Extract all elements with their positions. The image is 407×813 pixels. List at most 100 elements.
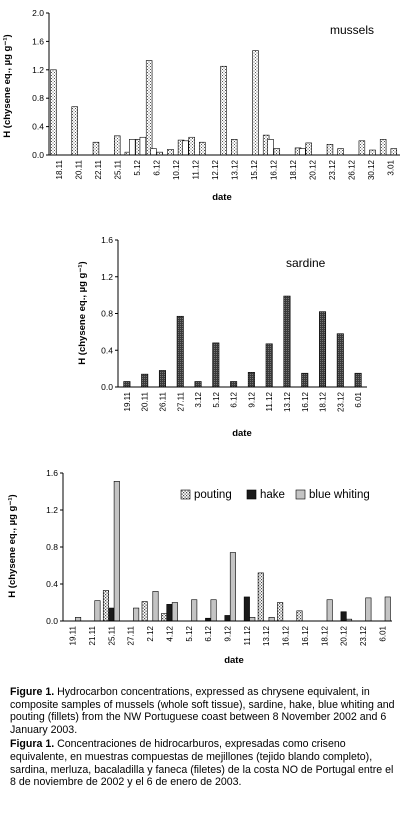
x-tick-label: 13.12: [283, 391, 292, 412]
x-tick-label: 5.12: [212, 391, 221, 407]
x-tick-label: 13.12: [230, 159, 239, 180]
x-tick-label: 25.11: [113, 159, 122, 179]
bar-sardine: [247, 371, 255, 388]
bar-sardine: [123, 381, 131, 388]
bar-hake: [340, 611, 347, 622]
xlabel-text: date: [224, 655, 244, 666]
bar-sardine: [194, 381, 202, 388]
y-tick-label: 1.2: [46, 505, 58, 515]
ylabel-text: H (chysene eq., µg g⁻¹): [7, 494, 18, 597]
figure-charts: H (chysene eq., µg g⁻¹) 0.0 0.4 0.8 1.2 1.6 2…: [2, 8, 400, 666]
x-tick-label: 16.12: [282, 625, 291, 646]
legend-swatch-blue-whiting: [295, 489, 306, 500]
bar-blue-whiting: [133, 607, 140, 622]
x-tick-label: 20.11: [74, 159, 83, 179]
bar-mussels: [305, 142, 312, 156]
bar-mussels: [369, 149, 376, 156]
bar-mussels: [182, 140, 189, 156]
x-tick-label: 20.12: [340, 625, 349, 646]
x-tick-label: 11.12: [243, 625, 252, 645]
legend-swatch-pouting: [180, 489, 191, 500]
caption-english: Figure 1. Hydrocarbon concentrations, ex…: [10, 686, 396, 736]
ylabel-text: H (chysene eq., µg g⁻¹): [77, 261, 88, 364]
bar-blue-whiting: [229, 552, 236, 622]
y-tick-label: 1.6: [101, 235, 113, 245]
x-tick-label: 6.01: [354, 391, 363, 407]
caption-spanish-label: Figura 1.: [10, 738, 55, 751]
x-tick-label: 6.12: [230, 391, 239, 407]
bar-hake: [243, 596, 250, 622]
x-tick-label: 18.11: [55, 159, 64, 179]
y-ticks: 0.0 0.4 0.8 1.2 1.6 2.0: [32, 8, 49, 160]
bar-mussels: [129, 139, 136, 156]
y-tick-label: 1.6: [46, 468, 58, 478]
bar-mussels: [188, 136, 195, 156]
bar-mussels: [150, 148, 157, 156]
bar-pouting: [161, 613, 168, 622]
y-tick-label: 0.8: [32, 93, 44, 103]
x-tick-label: 20.12: [308, 159, 317, 180]
x-tick-label: 25.11: [107, 625, 116, 645]
x-tick-label: 16.12: [301, 391, 310, 412]
x-tick-label: 6.12: [152, 159, 161, 175]
x-tick-label: 11.12: [191, 159, 200, 179]
x-tick-label: 10.12: [172, 159, 181, 180]
bar-blue-whiting: [113, 481, 120, 622]
chart-fish: H (chysene eq., µg g⁻¹) 0.00.40.81.21.6 …: [7, 468, 392, 666]
x-tick-label: 5.12: [185, 625, 194, 641]
xlabel-text: date: [232, 428, 252, 439]
xlabel-text: date: [212, 192, 232, 203]
bar-sardine: [354, 372, 362, 388]
y-tick-label: 0.4: [32, 122, 44, 132]
bar-sardine: [265, 343, 273, 388]
legend-label-hake: hake: [260, 489, 285, 501]
y-tick-label: 1.2: [32, 65, 44, 75]
bar-pouting: [102, 590, 109, 622]
caption-english-label: Figure 1.: [10, 686, 55, 698]
bar-sardine: [230, 381, 238, 388]
x-tick-label: 4.12: [165, 625, 174, 641]
bar-mussels: [145, 60, 153, 156]
x-ticks: 19.11 21.11 25.11 27.11 2.12 4.12 5.12 6.12 9.12…: [69, 625, 388, 646]
bar-sardine: [141, 373, 149, 388]
x-tick-label: 12.12: [211, 159, 220, 180]
x-tick-label: 16.12: [301, 625, 310, 646]
bar-mussels: [379, 139, 387, 156]
y-tick-label: 0.4: [46, 579, 58, 589]
ylabel-text: H (chysene eq., µg g⁻¹): [2, 34, 13, 137]
bar-blue-whiting: [171, 602, 178, 622]
bar-mussels: [71, 106, 78, 156]
bars: [50, 50, 398, 156]
y-ticks: 0.0 0.4 0.8 1.2 1.6: [101, 235, 118, 392]
y-tick-label: 1.6: [32, 36, 44, 46]
y-tick-label: 0.8: [101, 309, 113, 319]
x-tick-label: 26.11: [158, 391, 167, 411]
legend-label-blue-whiting: blue whiting: [309, 489, 370, 501]
bar-mussels: [92, 141, 100, 156]
x-tick-label: 18.12: [320, 625, 329, 646]
x-tick-label: 23.12: [359, 625, 368, 646]
bar-blue-whiting: [75, 616, 82, 622]
bar-sardine: [283, 295, 291, 388]
x-tick-label: 19.11: [69, 625, 78, 645]
bar-hake: [224, 615, 231, 622]
bar-sardine: [301, 372, 309, 388]
x-tick-label: 6.12: [204, 625, 213, 641]
x-tick-label: 3.01: [386, 159, 395, 175]
bar-sardine: [176, 315, 184, 388]
x-ticks: 19.11 20.11 26.11 27.11 3.12 5.12 6.12 9.12 11.1…: [123, 391, 363, 412]
x-tick-label: 2.12: [146, 625, 155, 641]
y-tick-label: 0.0: [101, 382, 113, 392]
bar-mussels: [326, 144, 334, 156]
x-tick-label: 18.12: [289, 159, 298, 180]
chart-mussels: H (chysene eq., µg g⁻¹) 0.0 0.4 0.8 1.2 1.6 2…: [2, 8, 400, 203]
x-tick-label: 9.12: [247, 391, 256, 407]
bars: [123, 295, 362, 388]
bar-pouting: [141, 601, 148, 622]
y-tick-label: 0.8: [46, 542, 58, 552]
bar-blue-whiting: [210, 599, 217, 622]
bar-pouting: [277, 602, 284, 622]
bar-mussels: [273, 148, 281, 156]
caption-english-text: Hydrocarbon concentrations, expressed as…: [10, 686, 395, 736]
x-tick-label: 20.11: [141, 391, 150, 411]
